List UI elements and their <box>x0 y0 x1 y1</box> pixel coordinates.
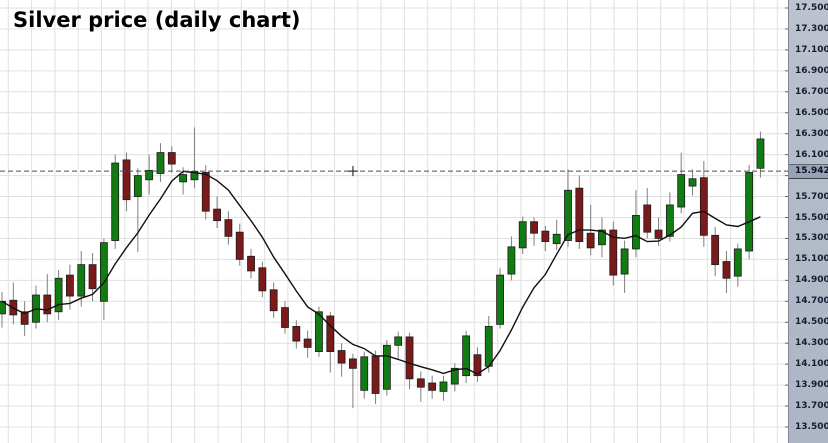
candle <box>326 311 335 373</box>
grid-lines <box>0 0 789 443</box>
candle <box>88 253 97 302</box>
axis-label: 15.7000 <box>795 191 828 202</box>
moving-average-line <box>1 170 761 375</box>
axis-label: 16.3000 <box>795 128 828 139</box>
candle <box>0 291 6 328</box>
candle <box>688 169 697 196</box>
candle <box>122 152 131 212</box>
candle <box>337 343 346 377</box>
axis-label: 16.9000 <box>795 65 828 76</box>
axis-label: 16.1000 <box>795 149 828 160</box>
candle <box>609 221 618 286</box>
candles-layer <box>0 127 765 409</box>
candle <box>258 261 267 298</box>
candle <box>382 340 391 396</box>
candle <box>699 160 708 247</box>
axis-label: 14.3000 <box>795 338 828 349</box>
candle <box>360 351 369 399</box>
candle <box>677 152 686 214</box>
candle <box>235 223 244 266</box>
candle <box>518 216 527 255</box>
candle <box>541 225 550 252</box>
candle <box>54 269 63 321</box>
candle <box>756 131 765 178</box>
candle <box>530 217 538 246</box>
candle <box>416 371 425 402</box>
axis-label: 16.7000 <box>795 86 828 97</box>
candle <box>9 282 18 325</box>
candle <box>190 127 199 189</box>
candle <box>371 350 380 404</box>
candle <box>43 274 52 323</box>
candle <box>620 240 629 293</box>
axis-label: 15.3000 <box>795 233 828 244</box>
candle <box>564 169 572 247</box>
candle <box>32 285 40 329</box>
axis-label: 14.1000 <box>795 359 828 370</box>
axis-label: 13.5000 <box>795 422 828 432</box>
candle <box>213 196 221 228</box>
axis-label: 17.5000 <box>795 3 828 13</box>
price-axis[interactable]: 15.9428 17.5000 17.3000 17.1000 16.9000 16.7… <box>788 0 828 443</box>
candle <box>450 363 459 392</box>
candle <box>439 375 448 401</box>
candle <box>303 330 312 358</box>
candle <box>281 301 289 334</box>
candle <box>20 301 29 336</box>
candle <box>643 188 652 239</box>
candle <box>552 219 561 250</box>
candle <box>111 154 120 249</box>
candle <box>665 192 674 242</box>
candle <box>733 243 742 287</box>
candle <box>405 332 414 390</box>
crosshair-marker <box>347 166 358 177</box>
chart-title: Silver price (daily chart) <box>13 8 301 32</box>
candle <box>507 236 516 281</box>
axis-label: 15.1000 <box>795 254 828 265</box>
candle <box>394 331 403 360</box>
candle <box>473 347 482 382</box>
candle <box>269 282 278 319</box>
candle <box>598 217 606 258</box>
axis-label: 14.7000 <box>795 296 828 307</box>
axis-label: 15.5000 <box>795 212 828 223</box>
candle <box>711 226 720 277</box>
axis-label: 14.9000 <box>795 275 828 286</box>
candle <box>66 264 74 310</box>
candle <box>292 320 301 349</box>
candle <box>167 146 176 173</box>
axis-label: 17.1000 <box>795 44 828 55</box>
candle <box>349 353 357 409</box>
axis-label: 13.9000 <box>795 380 828 391</box>
candle <box>145 154 154 195</box>
candle <box>77 251 86 307</box>
current-price-tag: 15.9428 <box>789 164 828 180</box>
price-chart-canvas[interactable] <box>0 0 789 443</box>
axis-label: 16.5000 <box>795 107 828 118</box>
candle <box>428 375 437 399</box>
axis-label: 17.3000 <box>795 23 828 34</box>
candle <box>575 175 584 249</box>
candle <box>745 165 754 260</box>
candle <box>133 168 142 253</box>
candle <box>496 267 504 329</box>
candle <box>156 143 165 182</box>
candle <box>224 211 233 245</box>
candle <box>722 251 731 293</box>
axis-label: 13.7000 <box>795 401 828 412</box>
candle <box>247 248 255 279</box>
candle <box>462 330 471 384</box>
candle <box>99 238 108 321</box>
candle <box>632 190 640 258</box>
axis-label: 14.5000 <box>795 317 828 328</box>
